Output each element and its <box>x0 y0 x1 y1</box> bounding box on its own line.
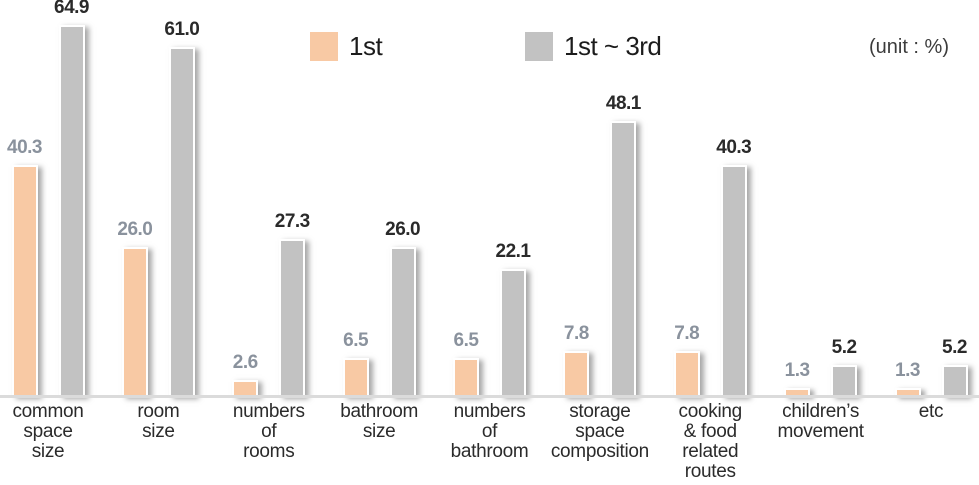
bar-group: 7.8 48.1 <box>552 93 648 397</box>
category-label: cooking & food related routes <box>662 402 758 482</box>
bar-value-label: 6.5 <box>343 330 369 351</box>
bar-value-label: 64.9 <box>54 0 89 18</box>
bar-group: 6.5 22.1 <box>442 241 538 397</box>
bar-group: 2.6 27.3 <box>221 211 317 397</box>
category-label-text: etc <box>918 401 944 422</box>
bar-1st: 7.8 <box>563 323 590 397</box>
category-label-text: cooking & food related routes <box>678 401 743 482</box>
bar-rect <box>720 165 747 397</box>
category-label: numbers of bathroom <box>442 402 538 482</box>
bar-rect <box>610 121 637 397</box>
bar-group: 26.0 61.0 <box>110 19 206 397</box>
bar-group: 6.5 26.0 <box>331 219 427 397</box>
bar-value-label: 5.2 <box>942 337 967 358</box>
bar-group: 1.3 5.2 <box>773 337 869 397</box>
bar-value-label: 27.3 <box>274 211 310 232</box>
category-label: bathroom size <box>331 402 427 482</box>
bar-1st: 6.5 <box>342 330 369 397</box>
category-label-text: numbers of bathroom <box>450 401 529 462</box>
unit-note: (unit : %) <box>868 36 949 58</box>
bar-1st-3rd: 26.0 <box>385 219 421 397</box>
bar-value-label: 5.2 <box>831 337 857 358</box>
bar-1st-3rd: 5.2 <box>941 337 968 397</box>
bar-value-label: 40.3 <box>716 137 752 158</box>
bar-rect <box>563 351 590 397</box>
bar-value-label: 1.3 <box>895 360 920 381</box>
legend-swatch-1st <box>310 32 338 61</box>
plot-area: 40.3 64.9 26.0 61.0 2.6 27.3 6.5 26.0 6.5 22.1 7.8… <box>0 0 979 397</box>
bar-value-label: 26.0 <box>117 219 153 240</box>
bar-1st: 2.6 <box>232 352 259 397</box>
bar-rect <box>58 25 85 397</box>
bar-1st: 26.0 <box>117 219 153 397</box>
bar-value-label: 22.1 <box>495 241 531 262</box>
bar-1st-3rd: 48.1 <box>606 93 641 397</box>
category-label-text: numbers of rooms <box>232 401 305 462</box>
bar-rect <box>894 388 921 397</box>
category-label: common space size <box>0 402 96 482</box>
category-label: room size <box>110 402 206 482</box>
bar-value-label: 2.6 <box>232 352 258 373</box>
bar-rect <box>121 247 148 397</box>
bar-value-label: 6.5 <box>453 330 479 351</box>
category-label-text: bathroom size <box>340 401 419 442</box>
category-label: storage space composition <box>550 401 649 482</box>
category-label-text: storage space composition <box>550 401 649 462</box>
legend-label-1st-3rd: 1st ~ 3rd <box>564 31 662 61</box>
bar-group: 7.8 40.3 <box>662 137 758 397</box>
bar-1st-3rd: 61.0 <box>164 19 200 397</box>
bar-1st: 1.3 <box>784 360 811 397</box>
bar-rect <box>11 165 38 397</box>
bar-1st-3rd: 5.2 <box>831 337 858 397</box>
bar-rect <box>389 247 416 397</box>
bar-value-label: 48.1 <box>605 93 641 114</box>
bar-group: 40.3 64.9 <box>0 0 96 397</box>
bar-1st: 40.3 <box>7 137 42 397</box>
bar-rect <box>342 358 369 397</box>
category-label-text: children’s movement <box>777 401 864 442</box>
legend-label-1st: 1st <box>349 31 383 61</box>
category-labels-row: common space size room size numbers of roo… <box>0 402 979 482</box>
bar-rect <box>232 380 259 397</box>
bar-1st-3rd: 22.1 <box>496 241 531 397</box>
bar-rect <box>941 365 968 397</box>
category-label-text: common space size <box>12 401 84 462</box>
bar-rect <box>831 365 858 397</box>
category-label-text: room size <box>137 401 180 442</box>
category-label: numbers of rooms <box>221 402 317 482</box>
bar-rect <box>279 239 306 397</box>
category-label: etc <box>883 402 979 482</box>
bar-rect <box>168 47 195 397</box>
category-label: children’s movement <box>773 402 869 482</box>
bar-value-label: 7.8 <box>674 323 700 344</box>
legend-swatch-1st-3rd <box>525 32 553 61</box>
bar-value-label: 26.0 <box>385 219 421 240</box>
bar-1st: 1.3 <box>894 360 921 397</box>
bar-group: 1.3 5.2 <box>883 337 979 397</box>
bar-rect <box>784 388 811 397</box>
x-axis-baseline <box>0 395 979 398</box>
bar-value-label: 7.8 <box>563 323 589 344</box>
bar-1st-3rd: 64.9 <box>54 0 89 397</box>
bar-1st: 7.8 <box>673 323 700 397</box>
bar-1st-3rd: 40.3 <box>716 137 752 397</box>
legend-item-1st: 1st <box>310 31 383 62</box>
legend-item-1st-3rd: 1st ~ 3rd <box>525 31 662 62</box>
bar-value-label: 40.3 <box>7 137 42 158</box>
bar-rect <box>673 351 700 397</box>
bar-value-label: 61.0 <box>164 19 200 40</box>
bar-rect <box>453 358 479 397</box>
bar-rect <box>500 269 526 397</box>
bar-1st: 6.5 <box>453 330 479 397</box>
bar-1st-3rd: 27.3 <box>275 211 310 397</box>
bar-value-label: 1.3 <box>784 360 810 381</box>
